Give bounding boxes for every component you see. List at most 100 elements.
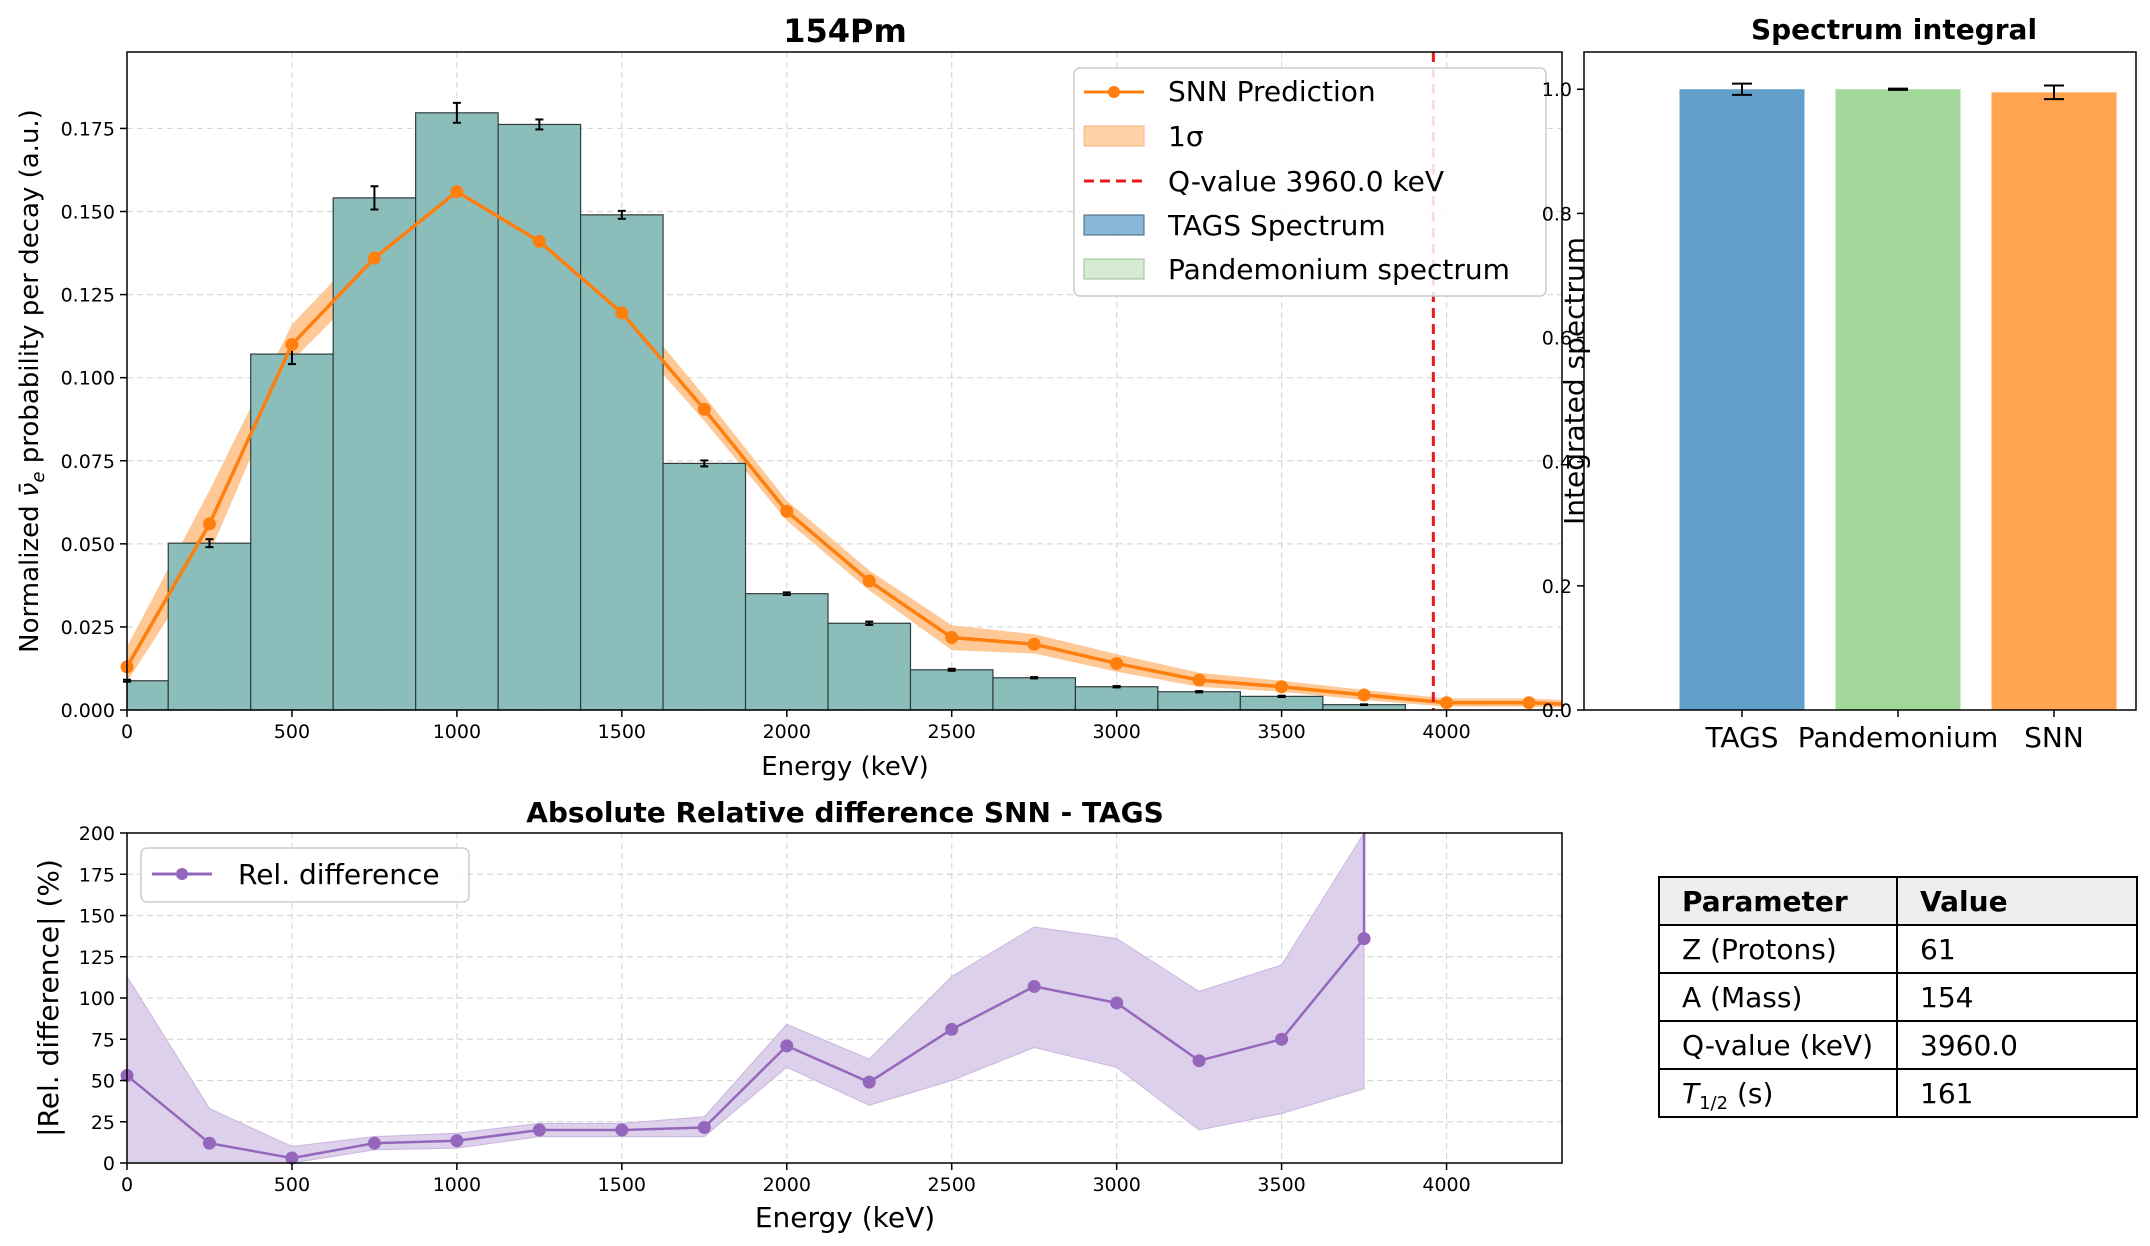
rel-y-tick-label: 100 <box>79 988 115 1010</box>
legend-sigma-label: 1σ <box>1168 120 1204 153</box>
snn-prediction-point <box>1357 688 1371 702</box>
legend-rel-label: Rel. difference <box>238 858 440 891</box>
rel-difference-point <box>450 1134 464 1148</box>
table-row-a-label: A (Mass) <box>1682 981 1802 1014</box>
legend-qvalue-label: Q-value 3960.0 keV <box>1168 165 1444 198</box>
rel-chart-title: Absolute Relative difference SNN - TAGS <box>526 796 1164 829</box>
rel-y-axis-label: |Rel. difference| (%) <box>32 859 65 1137</box>
integral-x-ticks: TAGS Pandemonium SNN <box>1704 710 2084 754</box>
integral-bar <box>1991 92 2117 710</box>
rel-x-tick-label: 3500 <box>1257 1174 1305 1196</box>
table-row-halflife-label: T1/2 (s) <box>1682 1077 1773 1114</box>
rel-difference-point <box>1027 979 1041 993</box>
rel-y-tick-label: 200 <box>79 823 115 845</box>
tags-bar <box>167 542 252 711</box>
parameter-table: Parameter Value Z (Protons) 61 A (Mass) … <box>1658 876 2138 1118</box>
tags-bar <box>415 112 499 711</box>
tags-bar <box>497 123 582 711</box>
rel-difference-point <box>1357 932 1371 946</box>
snn-prediction-point <box>1275 680 1289 694</box>
rel-y-tick-label: 125 <box>79 947 115 969</box>
main-y-tick-label: 0.000 <box>61 700 115 722</box>
legend-snn-marker <box>1108 86 1120 98</box>
tags-bar <box>662 462 747 711</box>
integral-x-tick-label: TAGS <box>1704 721 1778 754</box>
integral-y-tick-label: 0.4 <box>1542 452 1572 474</box>
integral-x-tick-label: SNN <box>2024 721 2084 754</box>
rel-difference-point <box>780 1039 794 1053</box>
rel-y-tick-label: 75 <box>91 1029 115 1051</box>
snn-prediction-point <box>285 337 299 351</box>
snn-prediction-point <box>1522 696 1536 710</box>
legend-pandemonium-label: Pandemonium spectrum <box>1168 253 1510 286</box>
snn-prediction-point <box>697 402 711 416</box>
rel-difference-point <box>1275 1032 1289 1046</box>
tags-bar <box>1239 695 1324 711</box>
table-row-z-value: 61 <box>1920 933 1956 966</box>
main-x-tick-label: 4000 <box>1422 721 1470 743</box>
main-x-tick-label: 1000 <box>433 721 481 743</box>
rel-y-tick-label: 150 <box>79 906 115 928</box>
integral-y-tick-label: 0.8 <box>1542 203 1572 225</box>
snn-prediction-point <box>615 306 629 320</box>
main-plot-frame <box>126 51 1563 711</box>
snn-prediction-point <box>202 517 216 531</box>
snn-prediction-point <box>1027 637 1041 651</box>
main-y-tick-label: 0.050 <box>61 534 115 556</box>
integral-bar <box>1835 89 1961 710</box>
rel-difference-point <box>945 1022 959 1036</box>
tags-bar <box>579 214 664 711</box>
rel-x-tick-label: 500 <box>274 1174 310 1196</box>
main-x-tick-label: 3500 <box>1257 721 1305 743</box>
main-y-ticks: 0.000 0.025 0.050 0.075 0.100 0.125 0.150 0.175 <box>61 118 127 722</box>
integral-y-ticks: 0.0 0.2 0.4 0.6 0.8 1.0 <box>1542 79 1584 722</box>
main-x-tick-label: 2000 <box>763 721 811 743</box>
table-header-parameter: Parameter <box>1682 885 1848 918</box>
rel-x-tick-label: 1500 <box>598 1174 646 1196</box>
integral-y-tick-label: 0.6 <box>1542 328 1572 350</box>
snn-prediction-point <box>367 251 381 265</box>
snn-prediction-line <box>120 185 1563 710</box>
rel-legend: Rel. difference <box>140 847 470 903</box>
rel-difference-point <box>1192 1054 1206 1068</box>
table-row-q-value: 3960.0 <box>1920 1029 2018 1062</box>
main-x-ticks: 0 500 1000 1500 2000 2500 3000 3500 4000 <box>121 710 1471 743</box>
snn-prediction-point <box>450 185 464 199</box>
tags-bar <box>909 669 994 711</box>
rel-legend-box <box>140 847 470 903</box>
rel-x-tick-label: 4000 <box>1422 1174 1470 1196</box>
integral-y-tick-label: 0.0 <box>1542 700 1572 722</box>
snn-prediction-point <box>945 631 959 645</box>
rel-x-tick-label: 3000 <box>1092 1174 1140 1196</box>
rel-x-tick-label: 0 <box>121 1174 133 1196</box>
snn-prediction-point <box>532 234 546 248</box>
rel-x-tick-label: 2000 <box>763 1174 811 1196</box>
integral-bar <box>1679 89 1805 710</box>
rel-difference-point <box>615 1123 629 1137</box>
legend-pandemonium-swatch <box>1083 258 1145 280</box>
tags-bar <box>332 197 417 711</box>
table-row-z-label: Z (Protons) <box>1682 933 1837 966</box>
integral-y-tick-label: 0.2 <box>1542 576 1572 598</box>
rel-difference-point <box>532 1123 546 1137</box>
snn-prediction-point <box>862 574 876 588</box>
rel-x-ticks: 0 500 1000 1500 2000 2500 3000 3500 4000 <box>121 1163 1471 1196</box>
main-y-tick-label: 0.100 <box>61 368 115 390</box>
rel-x-tick-label: 1000 <box>433 1174 481 1196</box>
main-chart-title: 154Pm <box>783 12 907 50</box>
rel-difference-point <box>285 1151 299 1165</box>
integral-y-tick-label: 1.0 <box>1542 79 1572 101</box>
rel-y-tick-label: 50 <box>91 1071 115 1093</box>
rel-difference-point <box>697 1121 711 1135</box>
table-row-halflife-value: 161 <box>1920 1077 1973 1110</box>
legend-sigma-swatch <box>1083 125 1145 147</box>
main-x-tick-label: 500 <box>274 721 310 743</box>
legend-rel-marker <box>176 868 188 880</box>
tags-bar <box>992 677 1077 711</box>
legend-tags-swatch <box>1083 214 1145 236</box>
tags-bar <box>744 593 829 711</box>
tags-bar <box>1074 686 1159 711</box>
table-row-a-value: 154 <box>1920 981 1973 1014</box>
rel-difference-point <box>367 1136 381 1150</box>
